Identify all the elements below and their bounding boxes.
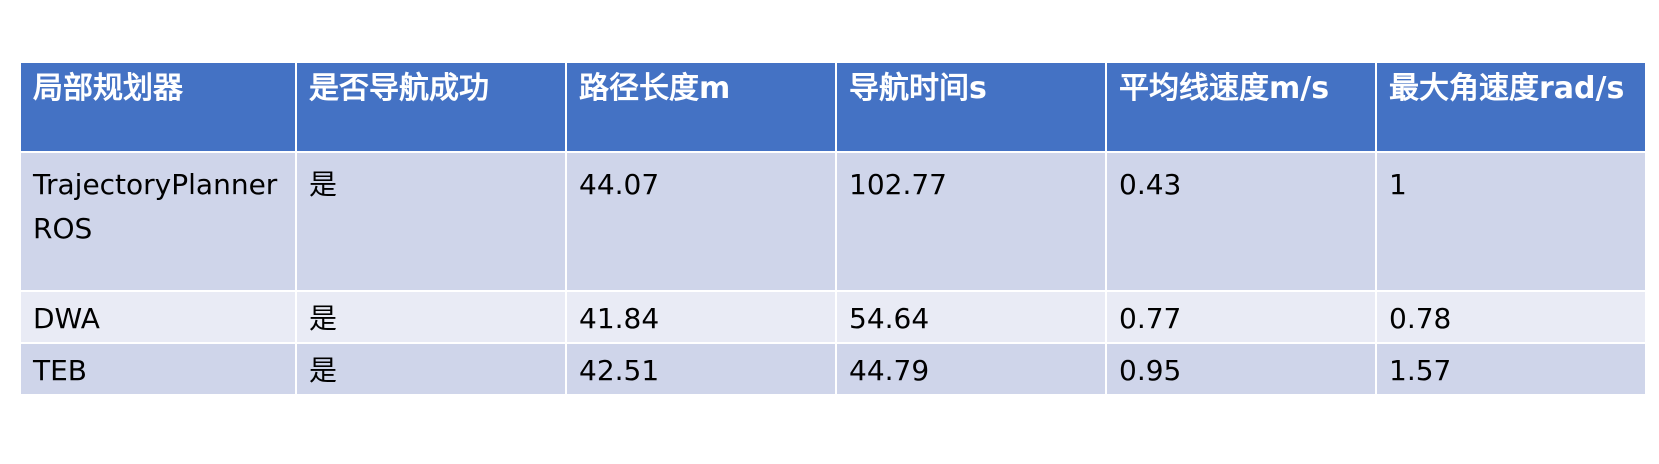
cell-avg-linear-speed: 0.43 xyxy=(1105,151,1377,292)
cell-nav-time: 44.79 xyxy=(835,342,1107,396)
cell-avg-linear-speed: 0.95 xyxy=(1105,342,1377,396)
cell-path-length: 42.51 xyxy=(565,342,837,396)
cell-avg-linear-speed: 0.77 xyxy=(1105,290,1377,344)
cell-planner: TrajectoryPlannerROS xyxy=(19,151,297,292)
table-row: TrajectoryPlannerROS 是 44.07 102.77 0.43… xyxy=(19,151,1647,292)
cell-path-length: 41.84 xyxy=(565,290,837,344)
table-row: DWA 是 41.84 54.64 0.77 0.78 xyxy=(19,290,1647,344)
cell-max-angular-speed: 1.57 xyxy=(1375,342,1647,396)
cell-success: 是 xyxy=(295,290,567,344)
cell-nav-time: 102.77 xyxy=(835,151,1107,292)
table-body: TrajectoryPlannerROS 是 44.07 102.77 0.43… xyxy=(19,151,1647,396)
cell-path-length: 44.07 xyxy=(565,151,837,292)
header-local-planner: 局部规划器 xyxy=(19,61,297,153)
cell-success: 是 xyxy=(295,151,567,292)
header-row: 局部规划器 是否导航成功 路径长度m 导航时间s 平均线速度m/s 最大角速度r… xyxy=(19,61,1647,153)
header-path-length: 路径长度m xyxy=(565,61,837,153)
header-nav-success: 是否导航成功 xyxy=(295,61,567,153)
header-nav-time: 导航时间s xyxy=(835,61,1107,153)
header-max-angular-speed: 最大角速度rad/s xyxy=(1375,61,1647,153)
comparison-table: 局部规划器 是否导航成功 路径长度m 导航时间s 平均线速度m/s 最大角速度r… xyxy=(19,61,1647,396)
cell-planner: DWA xyxy=(19,290,297,344)
cell-planner: TEB xyxy=(19,342,297,396)
header-avg-linear-speed: 平均线速度m/s xyxy=(1105,61,1377,153)
cell-success: 是 xyxy=(295,342,567,396)
cell-max-angular-speed: 1 xyxy=(1375,151,1647,292)
cell-nav-time: 54.64 xyxy=(835,290,1107,344)
cell-max-angular-speed: 0.78 xyxy=(1375,290,1647,344)
table-header: 局部规划器 是否导航成功 路径长度m 导航时间s 平均线速度m/s 最大角速度r… xyxy=(19,61,1647,153)
table-row: TEB 是 42.51 44.79 0.95 1.57 xyxy=(19,342,1647,396)
